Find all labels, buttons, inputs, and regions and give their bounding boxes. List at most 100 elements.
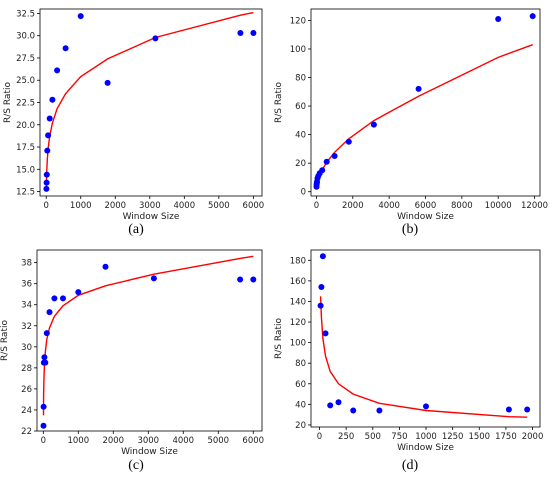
data-point	[150, 275, 157, 282]
x-tick-label: 500	[365, 432, 381, 442]
data-point	[237, 30, 244, 36]
data-point	[43, 185, 50, 192]
x-tick-label: 3000	[137, 436, 159, 446]
y-tick-label: 180	[290, 256, 306, 266]
y-tick-label: 38	[21, 259, 32, 269]
y-tick-label: 17.5	[16, 143, 35, 153]
x-tick-label: 0	[314, 201, 319, 211]
data-point	[319, 253, 326, 260]
y-tick-label: 15.0	[16, 165, 35, 175]
x-tick-label: 1000	[70, 201, 92, 211]
x-tick-label: 1750	[495, 432, 517, 442]
y-tick-label: 0	[301, 188, 306, 198]
y-tick-label: 25.0	[16, 76, 35, 86]
x-tick-label: 6000	[415, 201, 437, 211]
x-tick-label: 10000	[485, 201, 512, 211]
data-point	[51, 295, 58, 302]
data-point	[77, 13, 84, 20]
data-point	[45, 132, 52, 139]
data-point	[495, 16, 502, 22]
plot-frame	[310, 249, 541, 428]
data-point	[376, 407, 383, 414]
x-tick-label: 0	[44, 201, 49, 211]
x-tick-label: 1250	[442, 432, 464, 442]
data-point	[345, 138, 352, 145]
x-tick-label: 6000	[243, 201, 265, 211]
y-tick-label: 28	[21, 364, 32, 374]
data-point	[250, 30, 257, 36]
data-point	[318, 284, 325, 290]
x-axis-label: Window Size	[123, 212, 180, 222]
x-tick-label: 0	[41, 436, 46, 446]
x-tick-label: 0	[317, 432, 322, 442]
panel-caption: (c)	[128, 458, 144, 473]
y-tick-label: 24	[21, 406, 32, 416]
x-tick-label: 4000	[378, 201, 400, 211]
data-point	[370, 121, 377, 128]
x-tick-label: 12000	[521, 201, 548, 211]
data-point	[49, 96, 56, 103]
data-point	[423, 403, 429, 410]
panel-caption: (b)	[402, 222, 419, 237]
y-tick-label: 26	[21, 385, 32, 395]
y-tick-label: 100	[290, 339, 306, 349]
data-point	[322, 330, 329, 337]
x-tick-label: 5000	[207, 436, 229, 446]
data-point	[43, 179, 50, 186]
x-tick-label: 1500	[468, 432, 490, 442]
y-tick-label: 80	[295, 359, 306, 369]
x-tick-label: 2000	[342, 201, 364, 211]
y-tick-label: 32	[21, 322, 32, 332]
y-tick-label: 20	[295, 159, 306, 169]
x-tick-label: 2000	[102, 436, 124, 446]
y-tick-label: 120	[290, 16, 306, 26]
data-point	[43, 330, 50, 337]
y-tick-label: 40	[295, 400, 306, 410]
x-tick-label: 2000	[104, 201, 126, 211]
chart-panel: 0 1000 2000 3000 4000 5000 6000 12.5 15.0 17.5 20.…	[3, 8, 265, 237]
data-point	[529, 13, 536, 20]
x-tick-label: 250	[338, 432, 354, 442]
data-point	[505, 406, 512, 413]
data-point	[62, 45, 69, 52]
x-tick-label: 4000	[172, 436, 194, 446]
y-tick-label: 22	[21, 427, 32, 437]
fit-curve	[42, 255, 254, 416]
y-tick-label: 160	[290, 277, 306, 287]
y-tick-label: 30	[21, 343, 32, 353]
data-point	[524, 406, 531, 413]
data-point	[75, 289, 82, 296]
y-tick-label: 20	[295, 421, 306, 431]
data-point	[331, 153, 338, 159]
data-point	[46, 309, 53, 316]
data-point	[415, 85, 422, 92]
data-point	[43, 171, 50, 178]
panel-caption: (d)	[402, 458, 419, 473]
data-point	[46, 115, 53, 122]
y-tick-label: 12.5	[16, 188, 35, 198]
data-point	[323, 158, 330, 165]
y-tick-label: 22.5	[16, 99, 35, 109]
y-tick-label: 140	[290, 297, 306, 307]
chart-panel: 0 250 500 750 1000 1250 1500 1750 2000 20 40 60 80 10…	[274, 249, 543, 473]
data-point	[102, 263, 109, 270]
y-tick-label: 40	[295, 131, 306, 141]
data-point	[104, 79, 111, 86]
y-axis-label: R/S Ratio	[3, 82, 13, 123]
data-point	[54, 67, 61, 74]
fit-curve	[45, 11, 254, 189]
y-tick-label: 36	[21, 280, 32, 290]
y-tick-label: 100	[290, 45, 306, 55]
x-axis-label: Window Size	[397, 443, 454, 453]
y-tick-label: 60	[295, 380, 306, 390]
x-tick-label: 6000	[242, 436, 264, 446]
fit-curve	[319, 296, 528, 418]
panel-caption: (a)	[128, 222, 144, 237]
data-point	[319, 167, 326, 174]
x-tick-label: 5000	[208, 201, 230, 211]
data-point	[41, 354, 48, 361]
x-tick-label: 1000	[415, 432, 437, 442]
data-point	[237, 276, 244, 283]
